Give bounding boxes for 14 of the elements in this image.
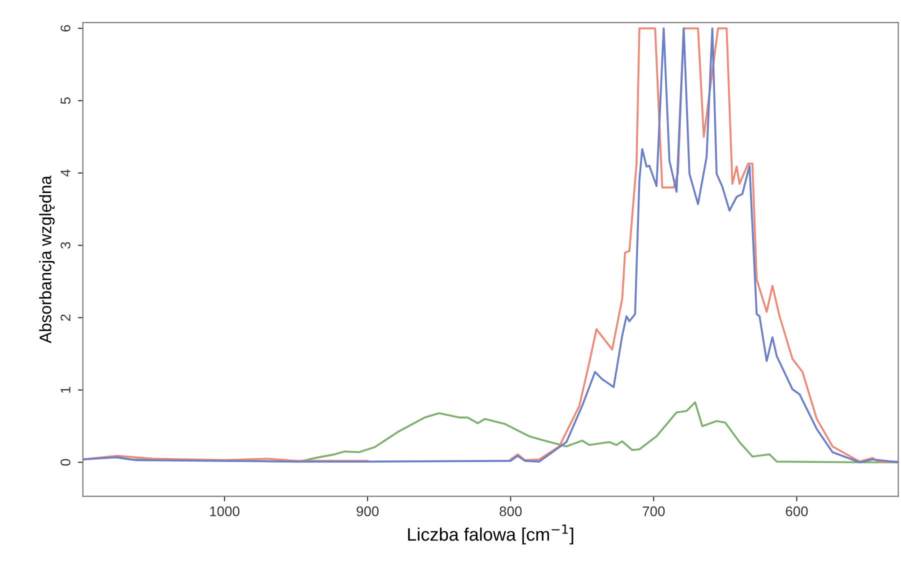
y-tick-label: 4 (60, 170, 70, 177)
y-tick-label: 6 (60, 25, 70, 32)
x-tick-label: 1000 (210, 506, 240, 516)
y-tick-label: 5 (60, 97, 70, 104)
x-tick-label: 800 (500, 506, 522, 516)
y-tick-label: 3 (60, 242, 70, 249)
x-tick-label: 600 (786, 506, 808, 516)
y-tick-label: 0 (60, 459, 70, 466)
x-tick-label: 900 (356, 506, 379, 516)
y-tick-label: 1 (60, 386, 70, 393)
x-tick-label: 700 (642, 506, 665, 516)
x-axis-title: Liczba falowa [cm$^{−1}$] (408, 524, 574, 544)
y-tick-label: 2 (60, 314, 70, 321)
y-axis-title: Absorbancja względna (39, 176, 55, 344)
